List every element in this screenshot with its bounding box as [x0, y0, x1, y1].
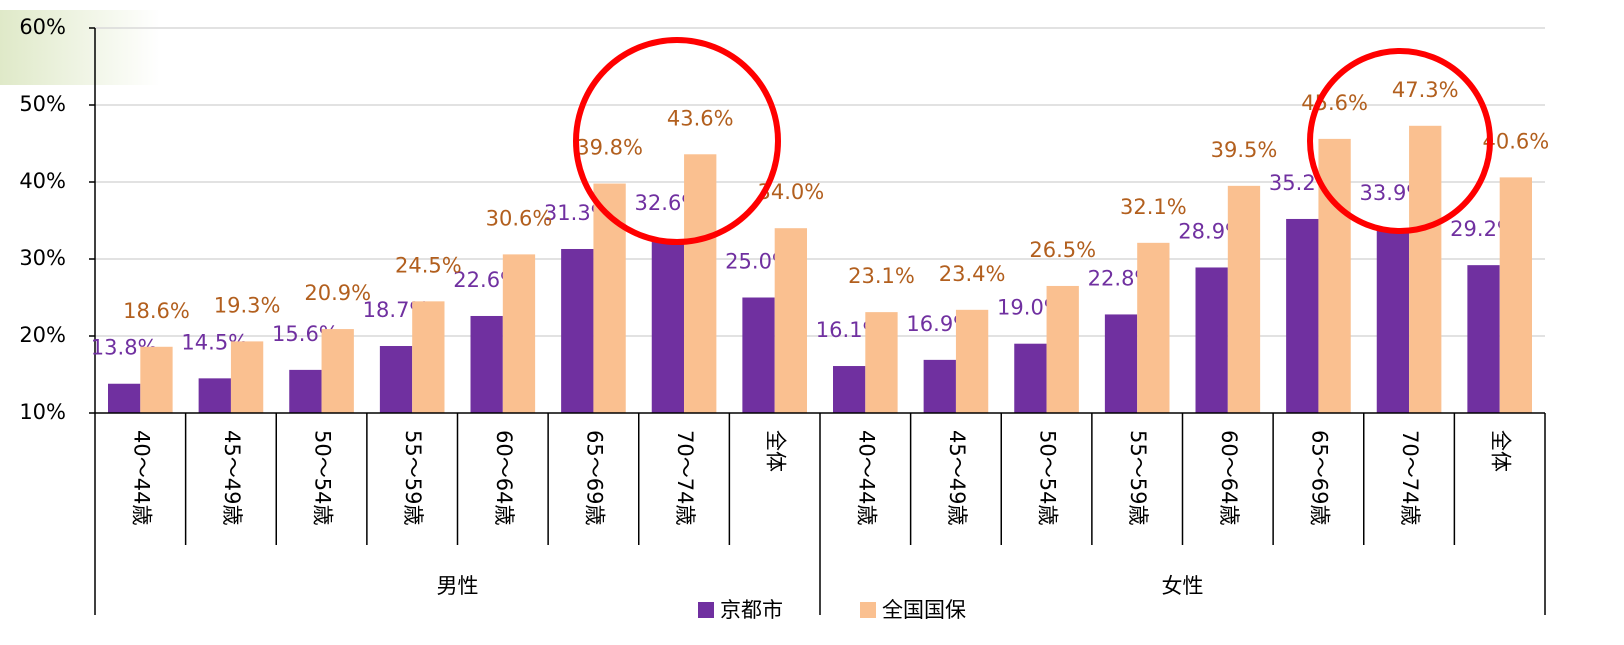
bar [1499, 177, 1532, 413]
x-tick-label: 45～49歳 [945, 430, 969, 525]
x-tick-label: 60～64歳 [1217, 430, 1241, 525]
data-label: 45.6% [1301, 91, 1368, 115]
legend-label: 京都市 [720, 598, 783, 622]
x-tick-label: 70～74歳 [673, 430, 697, 525]
x-tick-label: 55～59歳 [401, 430, 425, 525]
x-tick-label: 70～74歳 [1398, 430, 1422, 525]
data-label: 18.6% [123, 299, 190, 323]
bar [561, 248, 594, 413]
group-label: 男性 [437, 574, 479, 598]
bar [1104, 314, 1138, 413]
bar [1467, 265, 1500, 413]
y-tick-label: 40% [19, 169, 66, 193]
bar [923, 359, 956, 413]
x-tick-label: 50～54歳 [1036, 430, 1060, 525]
highlight-circle [573, 37, 781, 245]
data-label: 23.4% [939, 262, 1006, 286]
bar [1137, 242, 1170, 413]
x-tick-label: 55～59歳 [1126, 430, 1150, 525]
bar [289, 369, 322, 413]
data-label: 20.9% [304, 281, 371, 305]
bar [865, 312, 898, 413]
data-label: 23.1% [848, 264, 915, 288]
data-label: 43.6% [667, 106, 734, 130]
bar [108, 383, 141, 413]
bar [1376, 228, 1410, 413]
x-tick-label: 全体 [1489, 430, 1513, 472]
y-tick-label: 50% [19, 92, 66, 116]
bar [412, 301, 445, 413]
bar [955, 309, 989, 413]
group-label: 女性 [1162, 574, 1204, 598]
bar [321, 329, 354, 413]
x-tick-label: 全体 [764, 430, 788, 472]
bar [833, 366, 866, 413]
x-tick-label: 40～44歳 [854, 430, 878, 525]
data-label: 39.8% [576, 136, 643, 160]
data-label: 32.1% [1120, 195, 1187, 219]
data-label: 26.5% [1029, 238, 1096, 262]
bar [1409, 125, 1442, 413]
bar [470, 315, 503, 413]
legend-swatch [698, 602, 714, 618]
bar [1046, 285, 1079, 413]
bar [684, 154, 717, 413]
bar [1286, 218, 1319, 413]
x-tick-label: 40～44歳 [129, 430, 153, 525]
bar [502, 254, 536, 413]
x-tick-label: 60～64歳 [492, 430, 516, 525]
data-label: 39.5% [1211, 138, 1278, 162]
y-tick-label: 10% [19, 400, 66, 424]
data-label: 24.5% [395, 253, 462, 277]
data-label: 47.3% [1392, 78, 1459, 102]
bar [1195, 267, 1228, 413]
decoration [0, 10, 160, 85]
bar [1014, 343, 1047, 413]
data-label: 19.3% [214, 293, 281, 317]
data-label: 40.6% [1482, 129, 1549, 153]
x-tick-label: 50～54歳 [311, 430, 335, 525]
bar [1227, 185, 1261, 413]
highlight-circle [1307, 48, 1493, 234]
bar [1318, 138, 1351, 413]
x-tick-label: 65～69歳 [582, 430, 606, 525]
y-tick-label: 20% [19, 323, 66, 347]
x-tick-label: 65～69歳 [1307, 430, 1331, 525]
legend-label: 全国国保 [882, 598, 966, 622]
legend-swatch [860, 602, 876, 618]
data-label: 30.6% [486, 206, 553, 230]
bar [651, 238, 685, 413]
bar [140, 346, 173, 413]
y-tick-label: 30% [19, 246, 66, 270]
bar [774, 228, 807, 413]
x-tick-label: 45～49歳 [220, 430, 244, 525]
bar [198, 378, 231, 413]
bar [230, 341, 264, 413]
bar [379, 346, 413, 413]
bar [742, 297, 775, 413]
y-tick-label: 60% [19, 15, 66, 39]
